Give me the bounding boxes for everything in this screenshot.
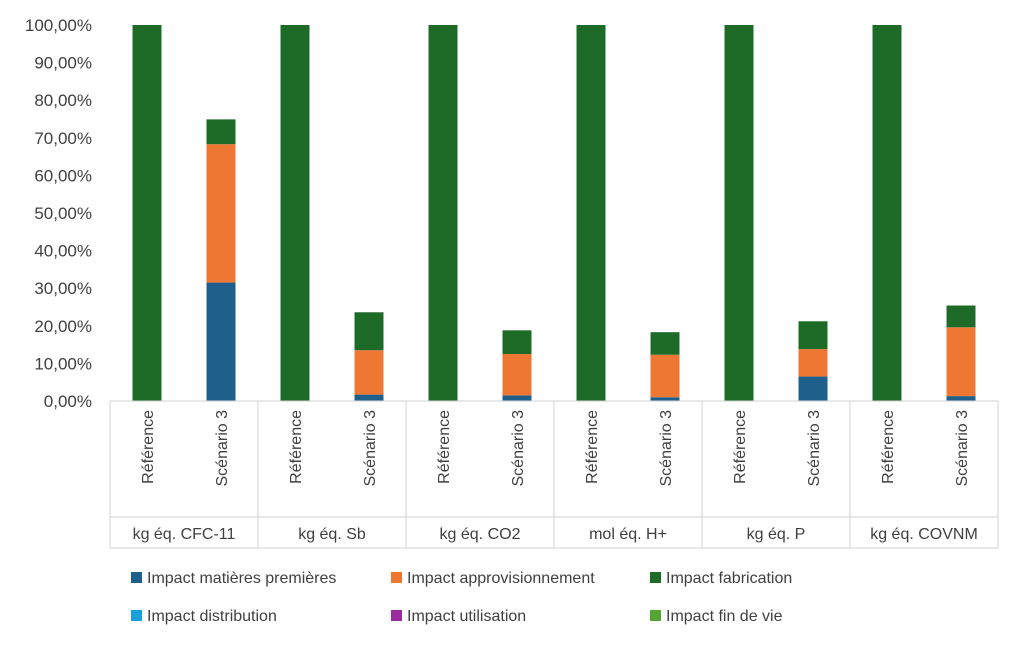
legend-swatch (391, 610, 402, 621)
y-tick-label: 40,00% (34, 242, 92, 261)
bar-segment (502, 330, 532, 354)
bar-segment (206, 282, 236, 401)
legend-label: Impact fin de vie (666, 608, 783, 625)
bar-label: Référence (288, 410, 305, 484)
bar-label: Scénario 3 (954, 410, 971, 487)
y-tick-label: 100,00% (25, 16, 92, 35)
y-tick-label: 10,00% (34, 354, 92, 373)
group-label: kg éq. Sb (298, 526, 366, 543)
bar-segment (576, 25, 606, 401)
bar-label: Référence (880, 410, 897, 484)
bar-label: Scénario 3 (806, 410, 823, 487)
bar-label: Scénario 3 (658, 410, 675, 487)
bar-segment (798, 376, 828, 401)
legend-swatch (391, 572, 402, 583)
bar-segment (798, 321, 828, 350)
bar-segment (280, 25, 310, 401)
bars (132, 25, 976, 401)
bar-segment (502, 395, 532, 401)
group-label: kg éq. P (747, 526, 806, 543)
legend-item: Impact fin de vie (650, 608, 783, 625)
legend-item: Impact utilisation (391, 608, 526, 625)
bar-segment (946, 305, 976, 328)
y-tick-label: 20,00% (34, 317, 92, 336)
bar-segment (354, 312, 384, 351)
bar-segment (650, 397, 680, 401)
bar-segment (428, 25, 458, 401)
bar-segment (946, 327, 976, 397)
bar-label: Scénario 3 (510, 410, 527, 487)
y-tick-label: 60,00% (34, 166, 92, 185)
y-tick-label: 80,00% (34, 91, 92, 110)
legend-swatch (650, 610, 661, 621)
bar-label: Référence (140, 410, 157, 484)
legend-label: Impact approvisionnement (407, 570, 595, 587)
bar-label: Scénario 3 (362, 410, 379, 487)
legend-item: Impact distribution (131, 608, 277, 625)
legend: Impact matières premières Impact approvis… (131, 570, 792, 625)
bar-segment (354, 350, 384, 395)
bar-segment (354, 394, 384, 401)
legend-item: Impact approvisionnement (391, 570, 595, 587)
legend-swatch (131, 572, 142, 583)
bar-segment (502, 354, 532, 396)
bar-label: Référence (436, 410, 453, 484)
y-tick-label: 30,00% (34, 279, 92, 298)
legend-label: Impact utilisation (407, 608, 526, 625)
bar-label: Référence (584, 410, 601, 484)
group-label: mol éq. H+ (589, 526, 667, 543)
y-tick-label: 50,00% (34, 204, 92, 223)
legend-item: Impact fabrication (650, 570, 792, 587)
legend-item: Impact matières premières (131, 570, 336, 587)
bar-label: Scénario 3 (214, 410, 231, 487)
y-axis: 0,00% 10,00% 20,00% 30,00% 40,00% 50,00% 60,00… (25, 16, 92, 411)
bar-segment (132, 25, 162, 401)
bar-segment (206, 119, 236, 145)
bar-segment (798, 349, 828, 377)
bar-segment (206, 144, 236, 283)
legend-swatch (650, 572, 661, 583)
group-label: kg éq. CO2 (440, 526, 521, 543)
legend-swatch (131, 610, 142, 621)
y-tick-label: 0,00% (44, 392, 92, 411)
bar-segment (872, 25, 902, 401)
legend-label: Impact distribution (147, 608, 277, 625)
bar-segment (724, 25, 754, 401)
legend-label: Impact matières premières (147, 570, 336, 587)
bar-segment (650, 332, 680, 355)
x-axis: Référence Scénario 3 kg éq. CFC-11 Référenc… (109, 400, 999, 549)
y-tick-label: 70,00% (34, 129, 92, 148)
bar-segment (650, 354, 680, 398)
bar-segment (946, 396, 976, 401)
group-label: kg éq. COVNM (870, 526, 978, 543)
y-tick-label: 90,00% (34, 54, 92, 73)
legend-label: Impact fabrication (666, 570, 792, 587)
bar-label: Référence (732, 410, 749, 484)
group-label: kg éq. CFC-11 (133, 526, 236, 543)
